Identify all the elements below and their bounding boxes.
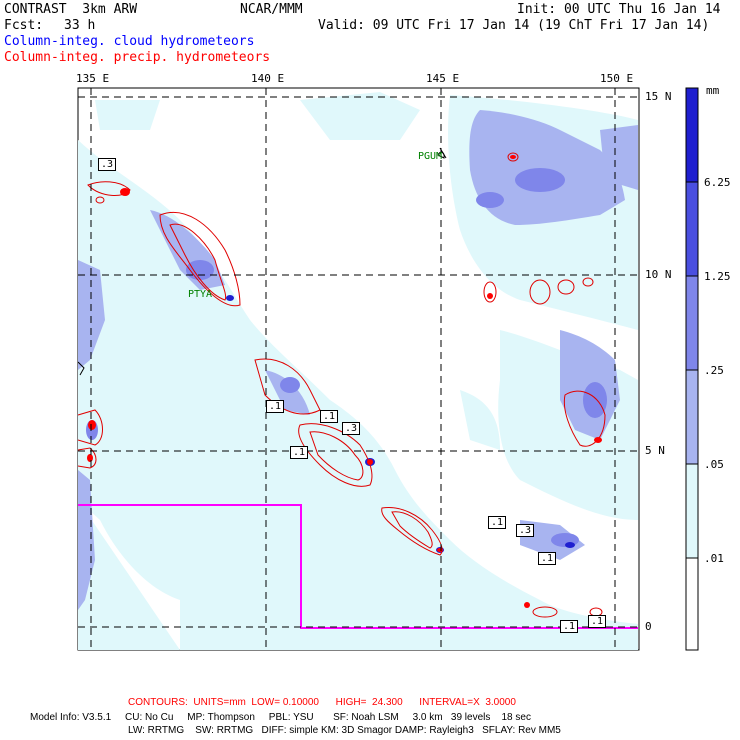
colorbar-unit: mm [706, 84, 720, 97]
station-ptya: PTYA [188, 289, 213, 300]
contour-label: .1 [588, 615, 607, 628]
subdomain-box [78, 504, 638, 629]
org-label: NCAR/MMM [240, 2, 303, 17]
colorbar-tick-0-05: .05 [704, 458, 724, 471]
valid-time: Valid: 09 UTC Fri 17 Jan 14 (19 ChT Fri … [318, 18, 710, 33]
colorbar-tick-6-25: 6.25 [704, 176, 731, 189]
contour-label: .1 [290, 446, 309, 459]
lat-label-15n: 15 N [645, 90, 672, 103]
legend-cloud: Column-integ. cloud hydrometeors [4, 34, 255, 49]
forecast-label: Fcst: [4, 18, 44, 33]
lon-label-135: 135 E [76, 72, 110, 85]
forecast-hours: 33 h [64, 18, 96, 33]
station-pgum: PGUM [418, 151, 443, 162]
contour-label: .3 [342, 422, 361, 435]
model-info-line-2: LW: RRTMG SW: RRTMG DIFF: simple KM: 3D … [128, 725, 561, 736]
contour-label: .1 [488, 516, 507, 529]
lat-label-5n: 5 N [645, 444, 665, 457]
colorbar-tick-0-01: .01 [704, 552, 724, 565]
contour-label: .1 [538, 552, 557, 565]
lat-label-0: 0 [645, 620, 652, 633]
contour-label: .1 [560, 620, 579, 633]
contour-label: .3 [98, 158, 117, 171]
lon-label-150: 150 E [600, 72, 634, 85]
lon-label-140: 140 E [251, 72, 285, 85]
init-time: Init: 00 UTC Thu 16 Jan 14 [517, 2, 721, 17]
colorbar [685, 87, 699, 651]
colorbar-tick-1-25: 1.25 [704, 270, 731, 283]
colorbar-tick-0-25: .25 [704, 364, 724, 377]
latlon-grid [78, 88, 638, 650]
contour-label: .3 [516, 524, 535, 537]
model-title: CONTRAST 3km ARW [4, 2, 138, 17]
cloud-shading-strong [86, 168, 607, 547]
contour-label: .1 [266, 400, 285, 413]
lat-label-10n: 10 N [645, 268, 672, 281]
contour-label: .1 [320, 410, 339, 423]
model-info-line-1: Model Info: V3.5.1 CU: No Cu MP: Thompso… [30, 712, 531, 723]
contours-info: CONTOURS: UNITS=mm LOW= 0.10000 HIGH= 24… [128, 697, 516, 708]
legend-precip: Column-integ. precip. hydrometeors [4, 50, 271, 65]
lon-label-145: 145 E [426, 72, 460, 85]
